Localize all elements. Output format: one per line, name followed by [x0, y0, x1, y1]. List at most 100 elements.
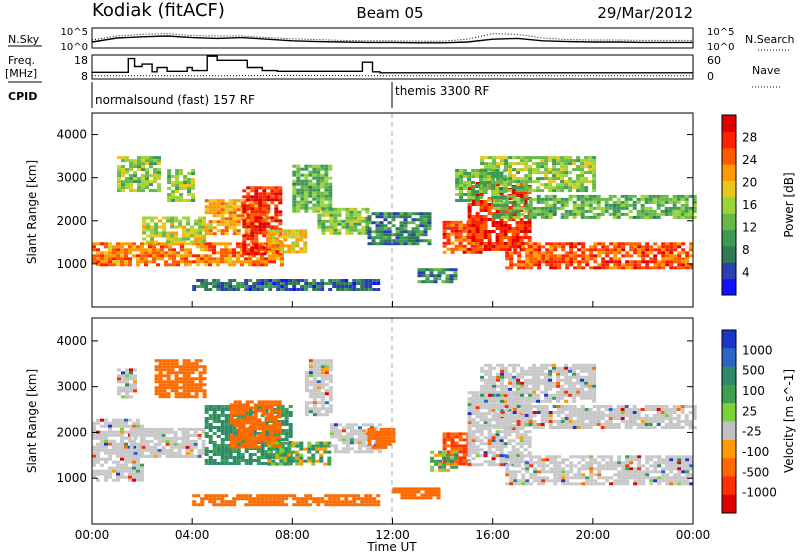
velocity-panel-cell-6 [324, 362, 329, 366]
power-panel-cell-0 [208, 242, 212, 246]
velocity-panel-cell-3 [220, 426, 225, 429]
power-panel-cell-14 [509, 257, 514, 261]
power-panel-cell-15 [500, 209, 505, 213]
power-panel-cell-16 [568, 180, 573, 184]
velocity-panel-cell-3 [280, 438, 285, 441]
power-panel-cell-15 [520, 200, 525, 204]
power-panel-cell-3 [242, 234, 247, 238]
power-panel-cell-6 [167, 169, 172, 172]
velocity-panel-cell-13 [507, 409, 512, 413]
velocity-panel-cell-10 [361, 429, 366, 433]
velocity-panel-cell-13 [471, 418, 476, 422]
power-panel-cell-15 [536, 212, 541, 216]
velocity-panel-cell-13 [471, 394, 476, 398]
power-panel-cell-15 [540, 197, 545, 201]
velocity-panel-cell-6 [328, 380, 333, 384]
power-panel-cell-14 [645, 266, 650, 270]
power-panel-cell-10 [415, 212, 420, 216]
power-panel-cell-0 [108, 245, 112, 249]
power-panel-cell-5 [149, 180, 153, 184]
velocity-panel-cell-1 [161, 439, 166, 443]
power-panel-cell-15 [548, 194, 553, 198]
power-panel-cell-13 [519, 230, 524, 233]
power-panel-cell-8 [332, 282, 337, 285]
velocity-panel-cell-3 [284, 411, 289, 414]
velocity-panel-cell-1 [165, 430, 170, 434]
power-panel-cell-0 [196, 257, 200, 261]
power-panel-cell-14 [633, 245, 638, 249]
power-panel-cell-16 [556, 174, 561, 178]
power-panel-cell-14 [669, 251, 674, 255]
power-panel-cell-15 [672, 215, 677, 219]
power-panel-cell-0 [120, 257, 124, 261]
velocity-panel-cell-1 [185, 436, 190, 440]
power-panel-cell-12 [474, 250, 479, 254]
power-panel-cell-16 [556, 156, 561, 160]
power-panel-cell-7 [316, 203, 321, 207]
power-panel-cell-10 [387, 236, 392, 240]
power-panel-cell-10 [399, 227, 404, 231]
velocity-panel-cell-4 [233, 409, 238, 413]
velocity-panel-cell-2 [182, 389, 187, 393]
velocity-panel-cell-10 [361, 438, 366, 442]
velocity-panel-cell-0 [92, 445, 96, 449]
velocity-panel-cell-6 [316, 413, 321, 417]
velocity-panel-cell-9 [436, 493, 441, 497]
power-panel-cell-13 [495, 245, 500, 248]
velocity-panel-cell-12 [458, 456, 463, 460]
velocity-panel-cell-1 [177, 454, 182, 458]
velocity-panel-cell-9 [408, 493, 413, 497]
power-panel-cell-7 [292, 173, 297, 177]
velocity-panel-cell-4 [229, 415, 234, 419]
power-panel-cell-16 [544, 171, 549, 175]
velocity-panel-cell-13 [487, 433, 492, 437]
velocity-panel-cell-8 [320, 500, 325, 504]
power-panel-cell-11 [437, 268, 442, 272]
power-panel-cell-0 [268, 254, 272, 258]
power-panel-cell-3 [246, 234, 251, 238]
velocity-panel-cell-0 [124, 466, 128, 470]
velocity-panel-cell-8 [276, 500, 281, 504]
velocity-panel-cell-13 [523, 403, 528, 407]
velocity-panel-cell-3 [220, 438, 225, 441]
velocity-panel-cell-4 [245, 430, 250, 434]
power-panel-cell-5 [141, 162, 145, 166]
power-panel-cell-15 [640, 203, 645, 207]
power-panel-cell-15 [544, 209, 549, 213]
power-panel-cell-4 [287, 229, 292, 233]
velocity-panel-cell-5 [271, 462, 276, 466]
power-panel-cell-0 [188, 248, 192, 252]
power-panel-cell-13 [479, 194, 484, 197]
power-panel-cell-0 [120, 242, 124, 246]
power-panel-cell-14 [677, 263, 682, 267]
power-panel-cell-14 [517, 260, 522, 264]
power-panel-cell-16 [572, 180, 577, 184]
power-panel-cell-0 [192, 242, 196, 246]
power-panel-cell-14 [557, 242, 562, 246]
velocity-panel-cell-3 [284, 435, 289, 438]
velocity-panel-cell-6 [304, 374, 309, 378]
power-panel-cell-15 [516, 212, 521, 216]
power-panel-cell-15 [684, 209, 689, 213]
velocity-panel-cell-4 [249, 427, 254, 431]
velocity-panel-cell-2 [182, 395, 187, 399]
power-panel-cell-0 [104, 263, 108, 267]
velocity-panel-cell-0 [100, 457, 104, 461]
power-panel-cell-13 [475, 221, 480, 224]
velocity-panel-cell-5 [283, 456, 288, 460]
velocity-panel-cell-1 [169, 448, 174, 452]
power-panel-cell-1 [170, 237, 175, 241]
power-panel-cell-14 [633, 251, 638, 255]
velocity-panel-cell-7 [121, 395, 125, 399]
power-panel-cell-13 [527, 221, 532, 224]
power-panel-cell-15 [592, 212, 597, 216]
power-panel-cell-8 [236, 282, 241, 285]
velocity-panel-cell-10 [337, 432, 342, 436]
power-panel-cell-8 [196, 285, 201, 288]
power-panel-cell-10 [419, 221, 424, 225]
power-panel-cell-11 [445, 277, 450, 281]
power-panel-cell-13 [483, 206, 488, 209]
power-panel-cell-0 [252, 254, 256, 258]
velocity-panel-cell-11 [367, 427, 372, 431]
power-panel-cell-2 [260, 217, 265, 221]
